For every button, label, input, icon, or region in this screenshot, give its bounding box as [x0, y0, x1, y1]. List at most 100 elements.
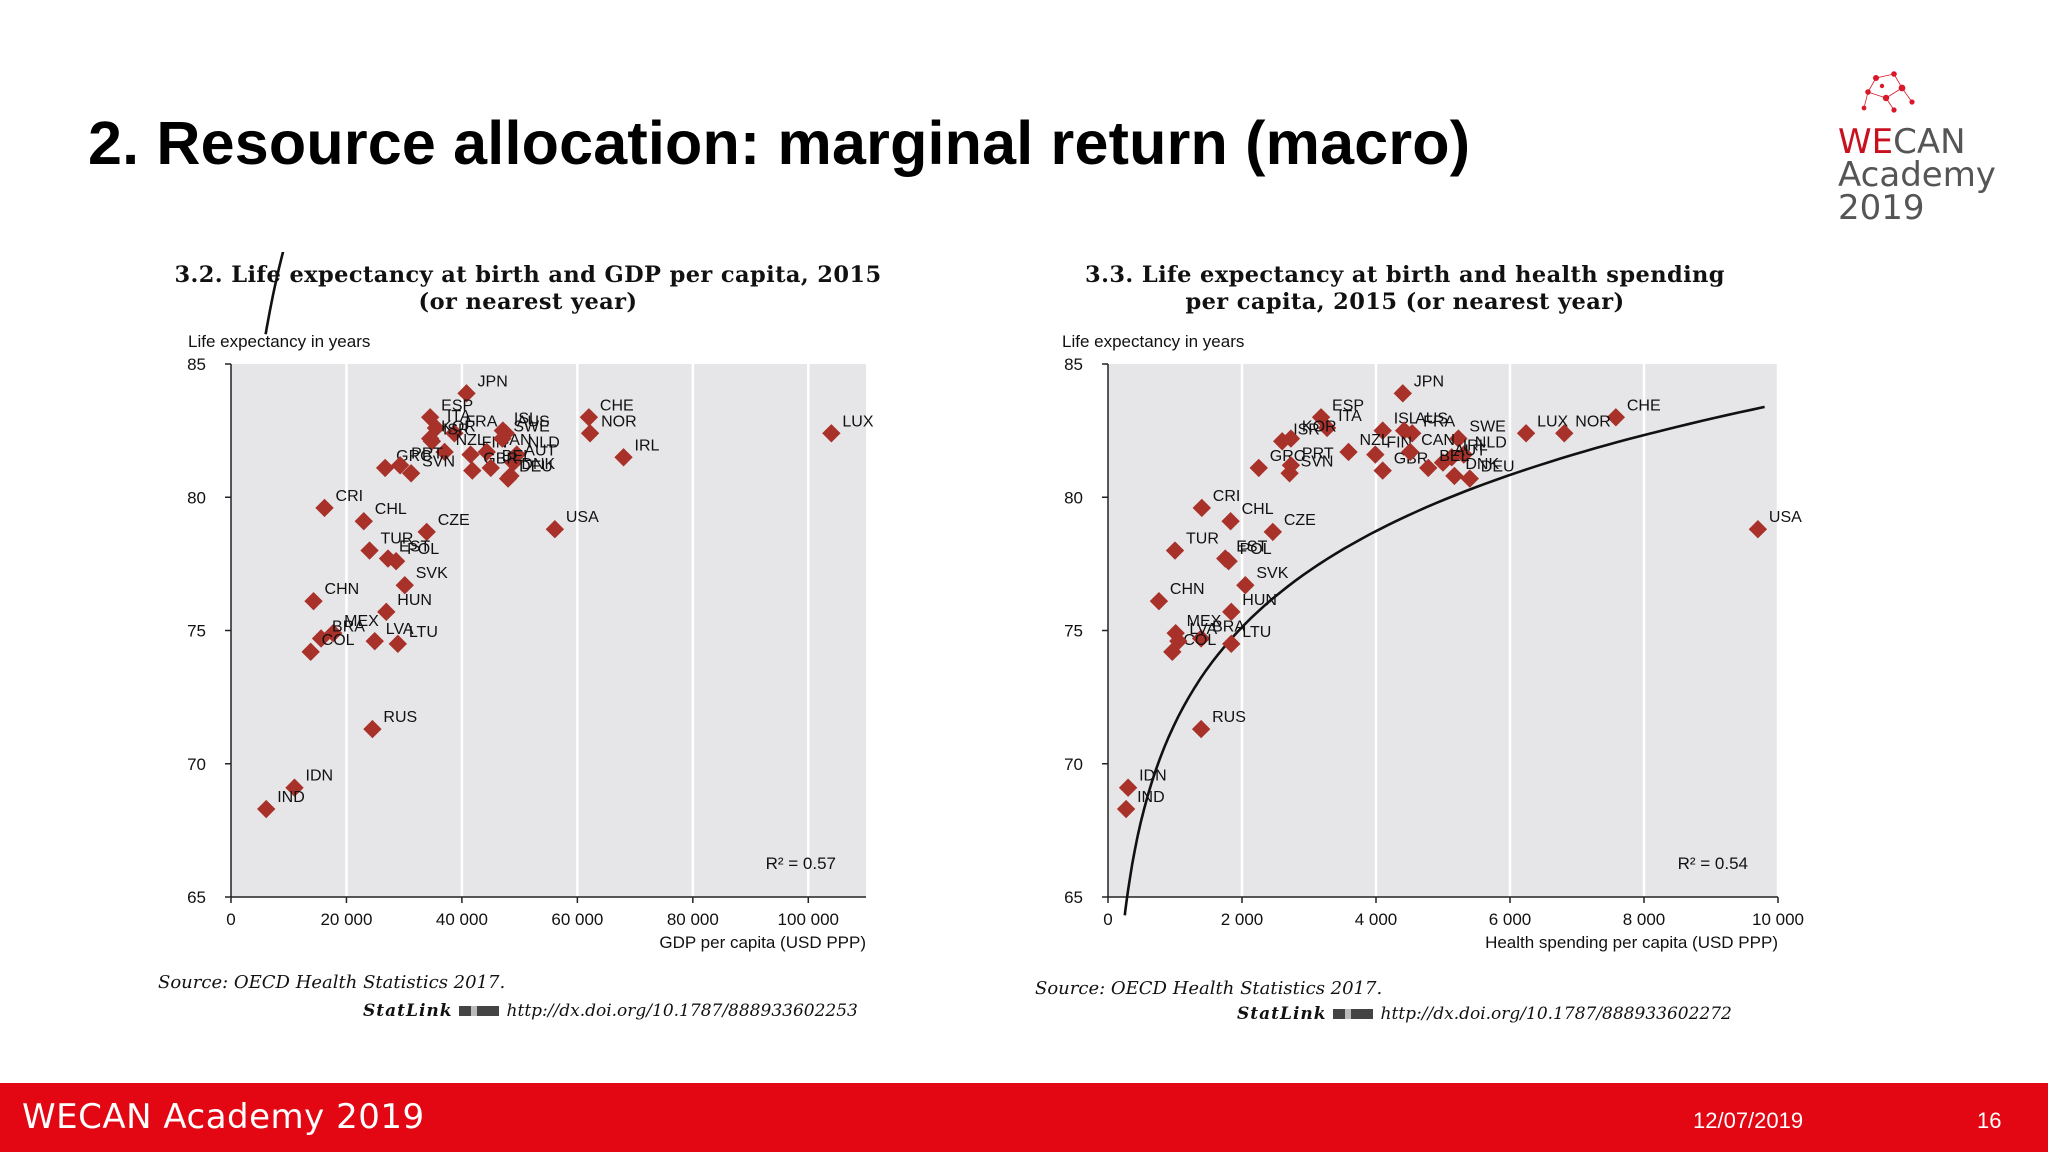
point-label-grc: GRC: [396, 448, 432, 465]
point-label-svk: SVK: [1256, 565, 1288, 582]
point-label-nzl: NZL: [456, 432, 486, 449]
point-label-irl: IRL: [635, 437, 660, 454]
data-point-grc: [1249, 458, 1268, 478]
point-label-col: COL: [1183, 632, 1216, 649]
data-point-nzl: [435, 442, 454, 462]
data-point-nor: [1555, 424, 1574, 443]
point-label-bra: BRA: [1212, 618, 1245, 635]
wecan-logo-icon: [1861, 71, 1915, 113]
data-point-aut: [1433, 453, 1453, 472]
point-label-lva: LVA: [1189, 621, 1217, 638]
footer-date: 12/07/2019: [1693, 1108, 1804, 1133]
point-label-col: COL: [322, 632, 355, 649]
figure-gdp-title: 3.2. Life expectancy at birth and GDP pe…: [148, 262, 908, 316]
point-label-chn: CHN: [1170, 581, 1205, 598]
point-label-cri: CRI: [1213, 488, 1241, 505]
x-tick-label: 0: [226, 910, 235, 929]
point-label-hun: HUN: [397, 592, 432, 609]
point-label-ltu: LTU: [1242, 624, 1271, 641]
data-point-svn: [401, 464, 421, 483]
point-label-esp: ESP: [441, 397, 473, 414]
x-tick-label: 2 000: [1221, 910, 1264, 929]
statlink-label: StatLink: [1237, 1004, 1327, 1024]
data-point-dnk: [1445, 466, 1464, 486]
data-point-tur: [1165, 541, 1185, 560]
point-label-cri: CRI: [336, 488, 364, 505]
figure-gdp-title-line2: (or nearest year): [418, 289, 638, 315]
slide-title: 2. Resource allocation: marginal return …: [88, 109, 1471, 177]
point-label-bra: BRA: [332, 618, 365, 635]
point-label-mex: MEX: [1187, 613, 1222, 630]
y-tick-label: 80: [1064, 488, 1083, 507]
point-label-che: CHE: [1627, 397, 1661, 414]
footer-brand: WECAN Academy 2019: [22, 1097, 425, 1137]
logo-year: 2019: [1838, 188, 1925, 228]
point-label-chn: CHN: [325, 581, 360, 598]
point-label-bel: BEL: [1439, 448, 1469, 465]
point-label-isl: ISL: [1394, 411, 1418, 428]
point-label-hun: HUN: [1242, 592, 1277, 609]
x-tick-label: 0: [1103, 910, 1112, 929]
logo-can: CAN: [1893, 122, 1966, 162]
point-label-dnk: DNK: [1465, 456, 1499, 473]
data-point-bel: [1419, 458, 1438, 478]
data-point-can: [477, 442, 496, 462]
data-point-bra: [311, 629, 331, 648]
figure-health: 3.3. Life expectancy at birth and health…: [1025, 252, 1905, 1032]
figure-health-source: Source: OECD Health Statistics 2017.: [1035, 978, 1383, 999]
r-squared-label: R² = 0.57: [766, 854, 836, 873]
point-label-svn: SVN: [422, 453, 455, 470]
statlink-url[interactable]: http://dx.doi.org/10.1787/888933602272: [1380, 1004, 1732, 1024]
point-label-pol: POL: [407, 541, 439, 558]
point-label-lva: LVA: [386, 621, 414, 638]
data-point-kor: [420, 429, 440, 448]
x-tick-label: 80 000: [667, 910, 719, 929]
y-tick-label: 85: [1064, 355, 1083, 374]
point-label-svk: SVK: [416, 565, 448, 582]
data-point-esp: [420, 408, 440, 427]
logo-text: WECAN Academy 2019: [1838, 125, 1996, 228]
point-label-aut: AUT: [1454, 443, 1486, 460]
x-tick-label: 8 000: [1623, 910, 1666, 929]
figure-health-ylabel: Life expectancy in years: [1062, 332, 1245, 351]
data-point-idn: [285, 778, 304, 797]
data-point-aut: [504, 453, 523, 472]
figure-health-title: 3.3. Life expectancy at birth and health…: [1025, 262, 1785, 316]
statlink-url[interactable]: http://dx.doi.org/10.1787/888933602253: [506, 1001, 858, 1021]
logo-academy: Academy: [1838, 155, 1996, 195]
point-label-lux: LUX: [842, 413, 873, 430]
point-label-nor: NOR: [601, 413, 637, 430]
point-label-idn: IDN: [306, 768, 334, 785]
y-tick-label: 75: [1064, 622, 1083, 641]
point-label-tur: TUR: [381, 531, 414, 548]
point-label-kor: KOR: [1302, 419, 1337, 436]
figure-health-statlink: StatLink http://dx.doi.org/10.1787/888933…: [1237, 1004, 1732, 1024]
point-label-esp: ESP: [1332, 397, 1364, 414]
point-label-lux: LUX: [1537, 413, 1568, 430]
figure-gdp-title-line1: 3.2. Life expectancy at birth and GDP pe…: [174, 262, 882, 288]
data-point-grc: [375, 458, 395, 478]
y-tick-label: 70: [1064, 755, 1083, 774]
chart-health: 0 2 000 4 000 6 000 8 000 10 000 85 80 75 70 65 Hea…: [1064, 355, 1804, 952]
point-label-isr: ISR: [443, 421, 470, 438]
point-label-aus: AUS: [1415, 411, 1448, 428]
data-point-che: [1606, 408, 1626, 427]
x-tick-label: 20 000: [320, 910, 372, 929]
data-point-fra: [445, 424, 464, 443]
point-label-jpn: JPN: [478, 373, 508, 390]
point-label-deu: DEU: [519, 459, 553, 476]
y-tick-label: 65: [187, 888, 206, 907]
y-tick-label: 75: [187, 622, 206, 641]
x-tick-label: 60 000: [551, 910, 603, 929]
x-axis-label: Health spending per capita (USD PPP): [1485, 933, 1778, 952]
figure-gdp-ylabel: Life expectancy in years: [188, 332, 371, 351]
data-point-jpn: [457, 384, 476, 403]
r-squared-label: R² = 0.54: [1678, 854, 1748, 873]
data-point-chl: [1221, 512, 1240, 531]
point-label-rus: RUS: [383, 709, 417, 726]
point-label-tur: TUR: [1186, 531, 1219, 548]
figure-gdp-source: Source: OECD Health Statistics 2017.: [158, 972, 506, 993]
data-point-aus: [1394, 421, 1414, 440]
statlink-label: StatLink: [363, 1001, 453, 1021]
figure-health-title-line1: 3.3. Life expectancy at birth and health…: [1085, 262, 1725, 288]
